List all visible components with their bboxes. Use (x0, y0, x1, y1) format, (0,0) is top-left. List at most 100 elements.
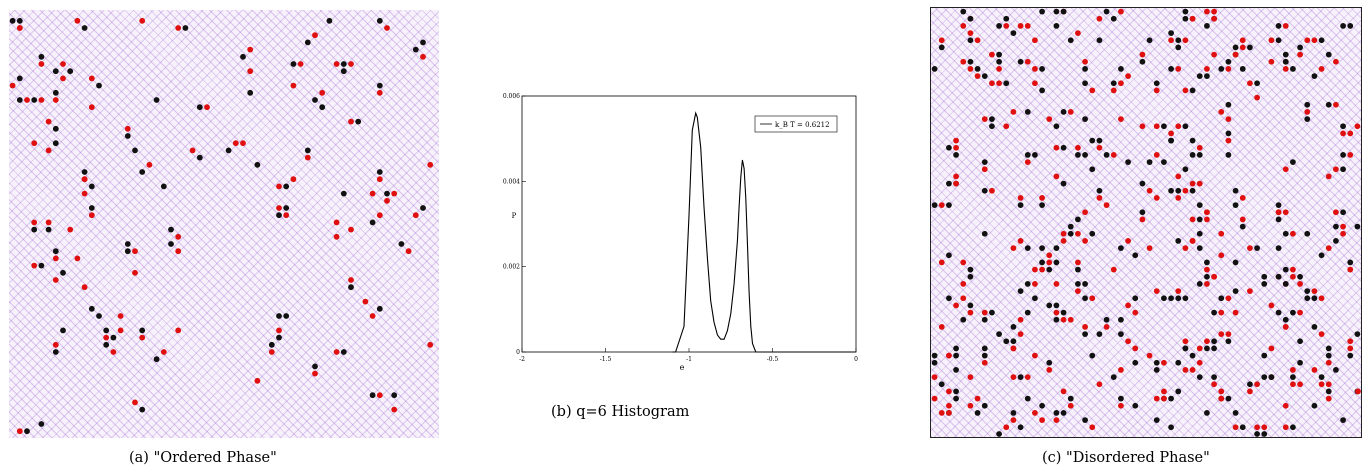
defect-dot (1096, 144, 1103, 151)
defect-dot (1275, 216, 1282, 223)
defect-dot (1275, 209, 1282, 216)
defect-dot (953, 395, 959, 402)
defect-dot (1032, 152, 1038, 158)
defect-dot (319, 104, 326, 111)
defect-dot (981, 187, 988, 194)
defect-dot (1282, 51, 1289, 58)
defect-dot (1268, 302, 1275, 309)
defect-dot (1082, 66, 1088, 72)
defect-dot (1318, 331, 1325, 337)
defect-dot (960, 281, 967, 287)
defect-dot (1182, 338, 1189, 345)
defect-dot (132, 147, 138, 154)
defect-dot (1175, 359, 1182, 366)
defect-dot (139, 406, 146, 413)
defect-dot (168, 241, 174, 247)
defect-dot (9, 17, 16, 24)
defect-dot (1161, 295, 1167, 302)
defect-dot (52, 97, 59, 103)
defect-dot (1132, 359, 1139, 366)
defect-dot (103, 334, 110, 341)
defect-dot (132, 399, 138, 406)
defect-dot (1075, 216, 1081, 223)
defect-dot (1039, 417, 1045, 423)
defect-dot (1168, 66, 1174, 72)
defect-dot (304, 147, 311, 154)
defect-dot (1168, 187, 1174, 194)
defect-dot (1060, 388, 1067, 395)
defect-dot (1204, 266, 1210, 273)
defect-dot (1053, 245, 1060, 251)
defect-dot (1290, 374, 1296, 380)
defect-dot (355, 118, 362, 125)
defect-dot (1089, 295, 1096, 302)
defect-dot (1196, 216, 1203, 223)
defect-dot (52, 68, 59, 75)
defect-dot (1239, 44, 1246, 51)
defect-dot (1247, 44, 1253, 51)
caption-b: (b) q=6 Histogram (551, 404, 690, 420)
defect-dot (1232, 424, 1239, 431)
defect-dot (384, 25, 390, 31)
defect-dot (427, 161, 434, 168)
defect-dot (996, 51, 1002, 58)
defect-dot (1153, 288, 1160, 294)
defect-dot (376, 169, 383, 175)
defect-dot (290, 82, 297, 89)
disordered-phase-defects (931, 8, 1361, 437)
defect-dot (1204, 66, 1210, 72)
defect-dot (996, 80, 1002, 87)
defect-dot (139, 334, 146, 341)
defect-dot (146, 161, 153, 168)
defect-dot (1060, 410, 1067, 416)
defect-dot (276, 313, 282, 319)
defect-dot (276, 334, 282, 341)
defect-dot (938, 381, 945, 388)
defect-dot (60, 75, 66, 82)
defect-dot (24, 428, 30, 435)
defect-dot (1153, 417, 1160, 423)
defect-dot (1333, 58, 1339, 65)
defect-dot (1211, 51, 1217, 58)
legend: k_B T = 0.6212 (754, 115, 838, 133)
defect-dot (1282, 266, 1289, 273)
defect-dot (1046, 367, 1053, 373)
defect-dot (1082, 116, 1088, 122)
defect-dot (391, 392, 398, 399)
defect-dot (304, 39, 311, 46)
defect-dot (1139, 51, 1146, 58)
defect-dot (1282, 58, 1289, 65)
defect-dot (1125, 159, 1131, 165)
defect-dot (1146, 187, 1153, 194)
defect-dot (1003, 15, 1010, 22)
defect-dot (81, 169, 88, 175)
defect-dot (1311, 288, 1318, 294)
defect-dot (1297, 338, 1303, 345)
defect-dot (1175, 288, 1182, 294)
defect-dot (16, 17, 23, 24)
defect-dot (1032, 266, 1038, 273)
defect-dot (960, 8, 967, 15)
y-tick-label: 0.006 (503, 93, 520, 100)
defect-dot (1118, 331, 1124, 337)
defect-dot (1311, 324, 1318, 330)
defect-dot (1153, 195, 1160, 201)
defect-dot (96, 313, 102, 319)
defect-dot (1125, 238, 1131, 244)
defect-dot (1125, 338, 1131, 345)
defect-dot (1103, 316, 1110, 323)
defect-dot (369, 313, 376, 319)
defect-dot (1024, 159, 1031, 165)
defect-dot (420, 53, 426, 60)
ordered-phase-lattice (9, 10, 439, 438)
defect-dot (348, 277, 354, 283)
defect-dot (1010, 345, 1017, 352)
defect-dot (225, 147, 232, 154)
defect-dot (1325, 245, 1332, 251)
defect-dot (1347, 23, 1354, 29)
defect-dot (989, 123, 995, 130)
defect-dot (1254, 431, 1260, 437)
defect-dot (1297, 273, 1303, 280)
defect-dot (1211, 8, 1217, 15)
defect-dot (376, 212, 383, 219)
